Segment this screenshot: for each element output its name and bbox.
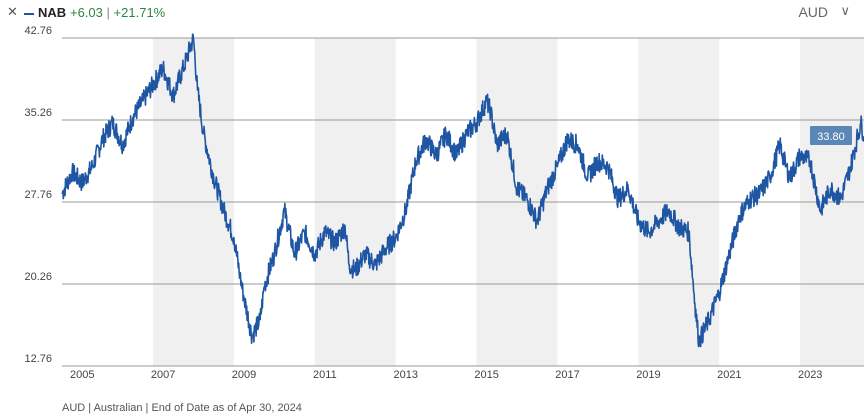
horizontal-gridlines [62,37,864,367]
x-tick-label: 2009 [232,369,256,381]
x-tick-label: 2015 [474,369,498,381]
x-tick-label: 2007 [151,369,175,381]
last-value-badge: 33.80 [810,125,852,145]
y-tick-label: 20.26 [24,271,52,283]
x-tick-label: 2021 [717,369,741,381]
y-tick-label: 35.26 [24,107,52,119]
x-axis-ticks: 2005 2007 2009 2011 2013 2015 2017 2019 2021 2023 [70,369,822,381]
x-tick-label: 2005 [70,369,94,381]
currency-select[interactable]: AUD [798,4,828,20]
y-tick-label: 42.76 [24,25,52,37]
change-separator: | [106,5,110,20]
y-tick-label: 12.76 [24,353,52,365]
y-tick-label: 27.76 [24,189,52,201]
badge-background [810,125,852,145]
x-tick-label: 2017 [555,369,579,381]
close-icon[interactable]: ✕ [7,4,18,19]
change-absolute: +6.03 [70,5,103,20]
change-percent: +21.71% [113,5,166,20]
footer-note: AUD | Australian | End of Date as of Apr… [62,402,302,414]
legend-line-swatch [24,13,34,15]
y-axis-ticks: 12.76 20.26 27.76 35.26 42.76 [24,25,52,365]
series-line-nab [61,33,864,348]
x-tick-label: 2013 [394,369,418,381]
chevron-down-icon[interactable]: ∨ [840,3,850,18]
badge-value: 33.80 [817,131,845,143]
x-tick-label: 2011 [313,369,337,381]
price-change: +6.03 | +21.71% [70,5,165,20]
x-tick-label: 2023 [798,369,822,381]
x-tick-label: 2019 [636,369,660,381]
chart-header: ✕ NAB +6.03 | +21.71% AUD ∨ [0,0,864,28]
ticker-label: NAB [38,5,67,20]
